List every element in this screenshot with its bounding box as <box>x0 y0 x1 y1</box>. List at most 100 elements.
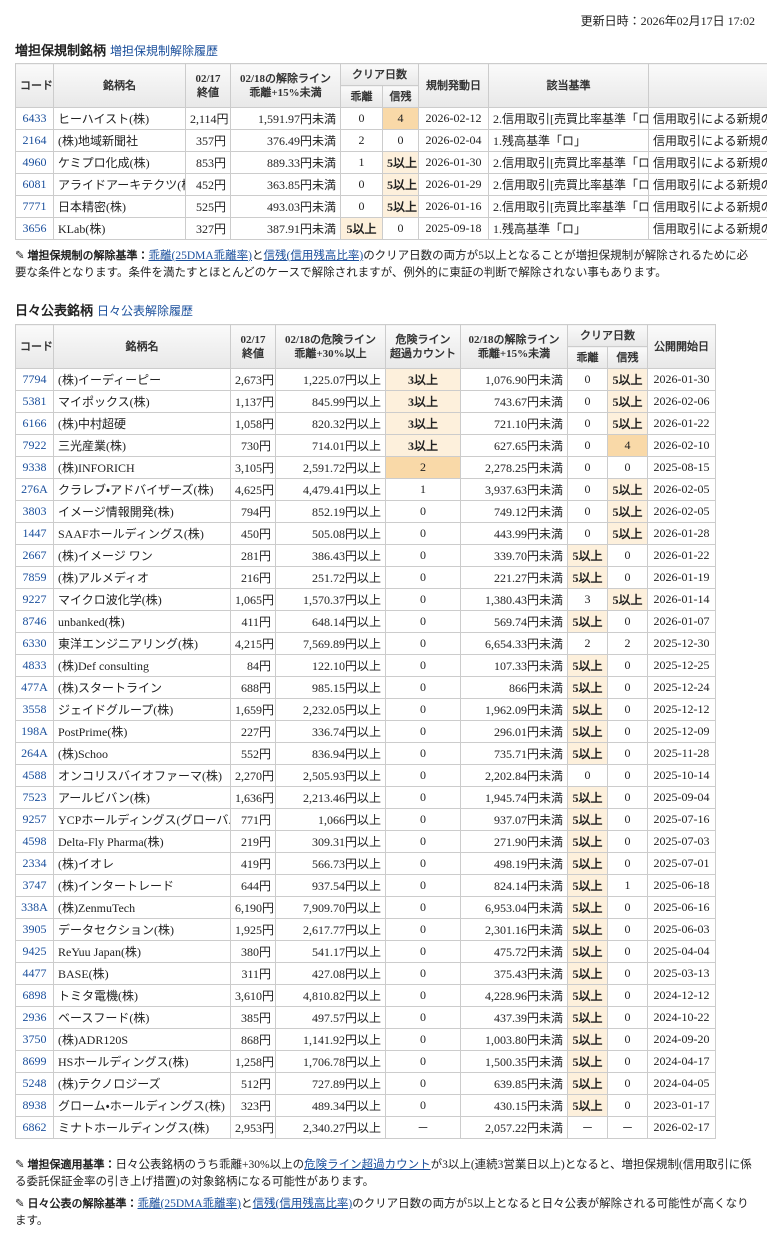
code-link[interactable]: 5381 <box>23 394 47 408</box>
cell: 2.信用取引[売買比率基準「ロ」 <box>489 196 649 218</box>
cell: 信用取引による新規の <box>649 218 767 240</box>
code-link[interactable]: 5248 <box>23 1076 47 1090</box>
cell: 3,610円 <box>231 985 276 1007</box>
code-link[interactable]: 9425 <box>23 944 47 958</box>
cell: 0 <box>386 853 461 875</box>
code-link[interactable]: 7859 <box>23 570 47 584</box>
note-link[interactable]: 乖離(25DMA乖離率) <box>149 250 253 262</box>
note-link[interactable]: 乖離(25DMA乖離率) <box>138 1198 242 1210</box>
cell: 1,065円 <box>231 589 276 611</box>
code-link[interactable]: 6330 <box>23 636 47 650</box>
cell: 7523 <box>16 787 54 809</box>
header-line: 超過カウント <box>390 348 456 360</box>
code-link[interactable]: 6081 <box>23 177 47 191</box>
cell: 937.07円未満 <box>461 809 568 831</box>
cell: 1,003.80円未満 <box>461 1029 568 1051</box>
code-link[interactable]: 9257 <box>23 812 47 826</box>
code-link[interactable]: 477A <box>21 680 48 694</box>
note-link[interactable]: 危険ライン超過カウント <box>304 1159 431 1171</box>
code-link[interactable]: 2164 <box>23 133 47 147</box>
cell: 0 <box>568 413 608 435</box>
code-link[interactable]: 7922 <box>23 438 47 452</box>
code-link[interactable]: 198A <box>21 724 48 738</box>
code-link[interactable]: 7794 <box>23 372 47 386</box>
note-text: 日々公表銘柄のうち乖離+30%以上の <box>116 1159 305 1171</box>
cell: 0 <box>386 589 461 611</box>
cell: 2025-12-12 <box>648 699 716 721</box>
code-link[interactable]: 6433 <box>23 111 47 125</box>
cell: 1,258円 <box>231 1051 276 1073</box>
code-link[interactable]: 9227 <box>23 592 47 606</box>
cell: 411円 <box>231 611 276 633</box>
code-link[interactable]: 3750 <box>23 1032 47 1046</box>
code-link[interactable]: 338A <box>21 900 48 914</box>
code-link[interactable]: 3905 <box>23 922 47 936</box>
cell: 639.85円未満 <box>461 1073 568 1095</box>
cell: 5以上 <box>568 985 608 1007</box>
code-link[interactable]: 2667 <box>23 548 47 562</box>
code-link[interactable]: 2334 <box>23 856 47 870</box>
cell: 1447 <box>16 523 54 545</box>
cell: 2,301.16円未満 <box>461 919 568 941</box>
code-link[interactable]: 3656 <box>23 221 47 235</box>
cell: 4960 <box>16 152 54 174</box>
cell: 380円 <box>231 941 276 963</box>
cell: 868円 <box>231 1029 276 1051</box>
code-link[interactable]: 7771 <box>23 199 47 213</box>
cell: 1,137円 <box>231 391 276 413</box>
code-link[interactable]: 6166 <box>23 416 47 430</box>
note-link[interactable]: 信残(信用残高比率) <box>253 1198 353 1210</box>
code-link[interactable]: 4598 <box>23 834 47 848</box>
history-link[interactable]: 増担保規制解除履歴 <box>110 44 218 58</box>
note-link[interactable]: 信残(信用残高比率) <box>264 250 364 262</box>
code-link[interactable]: 6862 <box>23 1120 47 1134</box>
code-link[interactable]: 4588 <box>23 768 47 782</box>
cell: 5以上 <box>341 218 383 240</box>
cell: 2026-02-17 <box>648 1117 716 1139</box>
code-link[interactable]: 4833 <box>23 658 47 672</box>
code-link[interactable]: 9338 <box>23 460 47 474</box>
cell: 2025-03-13 <box>648 963 716 985</box>
code-link[interactable]: 4477 <box>23 966 47 980</box>
code-link[interactable]: 6898 <box>23 988 47 1002</box>
cell: マイクロ波化学(株) <box>54 589 231 611</box>
cell: 4 <box>383 108 419 130</box>
cell: (株)Schoo <box>54 743 231 765</box>
cell: 450円 <box>231 523 276 545</box>
cell: 0 <box>608 787 648 809</box>
cell: 2,232.05円以上 <box>276 699 386 721</box>
code-link[interactable]: 8938 <box>23 1098 47 1112</box>
code-link[interactable]: 7523 <box>23 790 47 804</box>
code-link[interactable]: 3803 <box>23 504 47 518</box>
cell: 1,500.35円未満 <box>461 1051 568 1073</box>
cell: 5以上 <box>608 589 648 611</box>
note: ✎ 増担保規制の解除基準：乖離(25DMA乖離率)と信残(信用残高比率)のクリア… <box>15 247 755 282</box>
code-link[interactable]: 8746 <box>23 614 47 628</box>
cell: 271.90円未満 <box>461 831 568 853</box>
code-link[interactable]: 2936 <box>23 1010 47 1024</box>
cell: 東洋エンジニアリング(株) <box>54 633 231 655</box>
code-link[interactable]: 8699 <box>23 1054 47 1068</box>
cell: 0 <box>341 108 383 130</box>
note-icon: ✎ <box>15 250 28 262</box>
cell: 3以上 <box>386 369 461 391</box>
code-link[interactable]: 276A <box>21 482 48 496</box>
cell: 505.08円以上 <box>276 523 386 545</box>
history-link[interactable]: 日々公表解除履歴 <box>97 304 193 318</box>
code-link[interactable]: 3747 <box>23 878 47 892</box>
cell: 0 <box>608 1029 648 1051</box>
cell: 2,278.25円未満 <box>461 457 568 479</box>
code-link[interactable]: 1447 <box>23 526 47 540</box>
cell: 824.14円未満 <box>461 875 568 897</box>
cell: 4833 <box>16 655 54 677</box>
code-link[interactable]: 4960 <box>23 155 47 169</box>
code-link[interactable]: 3558 <box>23 702 47 716</box>
code-link[interactable]: 264A <box>21 746 48 760</box>
column-header: 公開開始日 <box>648 325 716 369</box>
